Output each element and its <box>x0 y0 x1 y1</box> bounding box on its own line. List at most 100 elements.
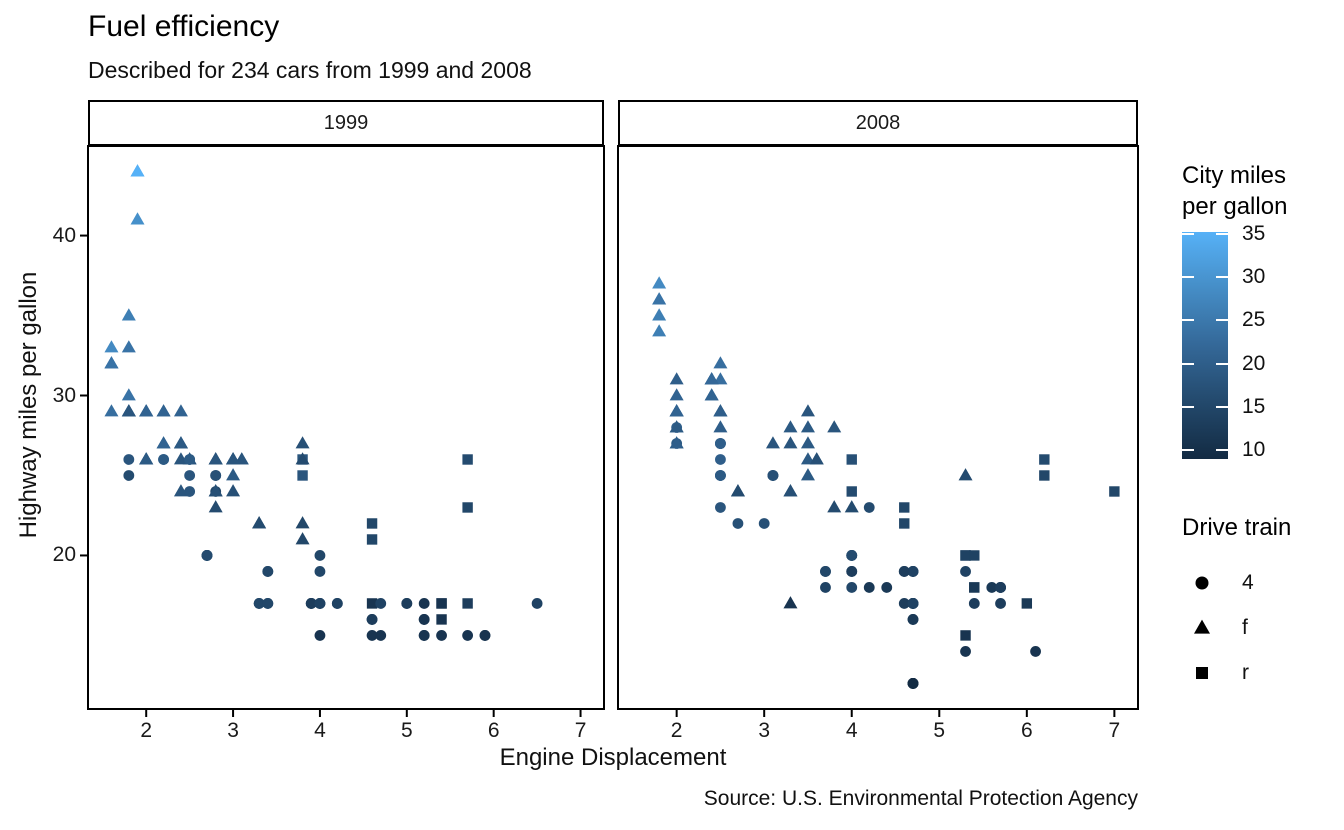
point <box>704 388 719 401</box>
colorbar-tick-mark <box>1182 362 1194 365</box>
colorbar-tick-mark <box>1182 232 1194 235</box>
point <box>139 452 154 465</box>
x-tick-label: 4 <box>314 719 326 742</box>
point <box>907 598 919 609</box>
point <box>968 598 980 609</box>
point <box>907 566 919 577</box>
point <box>201 550 213 561</box>
point <box>1039 470 1050 481</box>
point <box>960 566 971 577</box>
point <box>767 470 779 481</box>
colorbar-tick-label: 30 <box>1242 265 1266 289</box>
y-tick-label: 30 <box>52 383 76 407</box>
point <box>226 452 241 465</box>
point <box>783 596 798 609</box>
point <box>375 630 387 641</box>
point <box>715 470 726 481</box>
point <box>713 420 728 433</box>
panel-1999 <box>87 145 605 710</box>
point <box>184 454 196 465</box>
color-legend-title-line1: City miles <box>1182 162 1287 189</box>
point <box>295 516 310 529</box>
point <box>1021 598 1033 609</box>
point <box>462 630 474 641</box>
x-tick-label: 2 <box>140 719 153 742</box>
point <box>969 550 980 561</box>
point <box>462 502 473 513</box>
x-tick-label: 6 <box>1020 719 1033 742</box>
point <box>208 500 223 513</box>
point <box>130 164 145 177</box>
point <box>314 630 326 641</box>
point <box>314 566 326 577</box>
point <box>800 404 815 417</box>
point <box>960 550 971 561</box>
point <box>314 598 326 609</box>
point <box>531 598 543 609</box>
facet-strip-label-1999: 1999 <box>323 111 369 134</box>
point <box>820 566 831 577</box>
point <box>295 436 310 449</box>
y-tick-label: 20 <box>52 543 76 567</box>
shape-legend-title: Drive train <box>1182 514 1292 541</box>
point <box>208 452 223 465</box>
point <box>418 614 430 625</box>
y-tick-label: 40 <box>52 223 76 247</box>
point <box>704 372 719 385</box>
point <box>184 486 196 497</box>
point <box>800 420 815 433</box>
point <box>669 372 684 385</box>
colorbar-tick-mark <box>1216 232 1228 235</box>
colorbar-tick-mark <box>1216 362 1228 365</box>
color-legend-title: City miles per gallon <box>1182 160 1287 222</box>
point <box>123 470 135 481</box>
drive-f-triangle-icon <box>1194 619 1210 634</box>
point <box>846 566 858 577</box>
chart-title: Fuel efficiency <box>88 10 280 43</box>
colorbar-tick-mark <box>1216 406 1228 408</box>
point <box>479 630 491 641</box>
point <box>907 614 919 625</box>
colorbar-tick-mark <box>1182 319 1194 322</box>
color-legend-title-line2: per gallon <box>1182 193 1288 220</box>
point <box>844 500 859 513</box>
point <box>958 468 973 481</box>
point <box>366 598 378 609</box>
colorbar-tick-label: 15 <box>1242 395 1266 418</box>
point <box>1030 646 1041 657</box>
point <box>173 436 188 449</box>
point <box>960 630 971 641</box>
drive-4-circle-icon <box>1195 576 1209 590</box>
caption: Source: U.S. Environmental Protection Ag… <box>703 787 1138 810</box>
point <box>960 646 971 657</box>
point <box>208 484 223 497</box>
panel-2008 <box>617 145 1139 710</box>
point <box>401 598 413 609</box>
point <box>462 598 473 609</box>
point <box>995 582 1006 593</box>
point <box>436 598 447 609</box>
x-tick-label: 5 <box>400 719 413 742</box>
colorbar-gradient <box>1182 232 1228 459</box>
point <box>863 582 875 593</box>
point <box>130 212 145 225</box>
point <box>226 468 241 481</box>
point <box>652 308 667 321</box>
point <box>715 454 726 465</box>
point <box>846 454 857 465</box>
x-axis-title: Engine Displacement <box>499 744 727 771</box>
facet-strip-2008: 2008 <box>618 100 1138 146</box>
colorbar-tick-mark <box>1216 449 1228 452</box>
shape-legend-label-r: r <box>1242 661 1249 684</box>
point <box>210 470 222 481</box>
point <box>669 388 684 401</box>
x-tick-label: 2 <box>670 719 683 742</box>
point <box>121 340 136 353</box>
point <box>758 518 770 529</box>
point <box>253 598 265 609</box>
point <box>156 436 171 449</box>
point <box>898 566 910 577</box>
point <box>295 452 310 465</box>
point <box>462 454 473 465</box>
point <box>820 582 831 593</box>
